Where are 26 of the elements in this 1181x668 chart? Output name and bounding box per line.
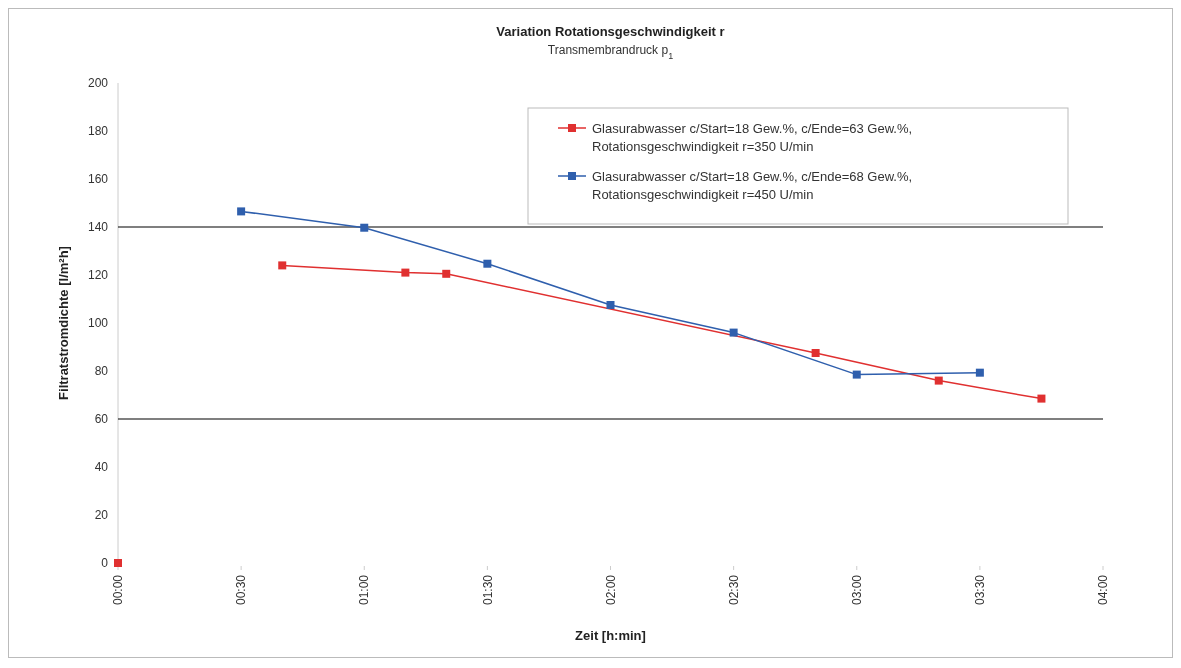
x-tick-label: 03:00 <box>849 574 864 606</box>
y-tick-label: 60 <box>94 412 109 427</box>
x-tick-label: 01:30 <box>480 574 495 606</box>
y-tick-label: 100 <box>87 316 109 331</box>
y-tick-label: 40 <box>94 460 109 475</box>
y-tick-label: 80 <box>94 364 109 379</box>
y-tick-label: 120 <box>87 268 109 283</box>
y-tick-label: 160 <box>87 172 109 187</box>
x-tick-label: 04:00 <box>1096 574 1111 606</box>
x-tick-label: 02:30 <box>726 574 741 606</box>
y-tick-label: 0 <box>101 556 109 571</box>
x-tick-label: 00:30 <box>234 574 249 606</box>
y-tick-label: 140 <box>87 220 109 235</box>
y-axis-title: Filtratstromdichte [l/m²h] <box>56 246 71 400</box>
x-tick-label: 01:00 <box>357 574 372 606</box>
y-tick-label: 20 <box>94 508 109 523</box>
y-tick-label: 200 <box>87 76 109 91</box>
legend-label: Glasurabwasser c/Start=18 Gew.%, c/Ende=68 Gew.%, Rotationsgeschwindigkeit r=450 U/min <box>592 168 913 202</box>
x-tick-label: 02:00 <box>603 574 618 606</box>
x-axis-title: Zeit [h:min] <box>575 628 646 643</box>
chart-title: Variation Rotationsgeschwindigkeit r <box>496 24 725 39</box>
chart-subtitle: Transmembrandruck p$_{1}$ <box>547 43 674 61</box>
x-tick-label: 00:00 <box>111 574 126 606</box>
y-tick-label: 180 <box>87 124 109 139</box>
legend-label: Glasurabwasser c/Start=18 Gew.%, c/Ende=63 Gew.%, Rotationsgeschwindigkeit r=350 U/min <box>592 120 913 154</box>
x-tick-label: 03:30 <box>973 574 988 606</box>
